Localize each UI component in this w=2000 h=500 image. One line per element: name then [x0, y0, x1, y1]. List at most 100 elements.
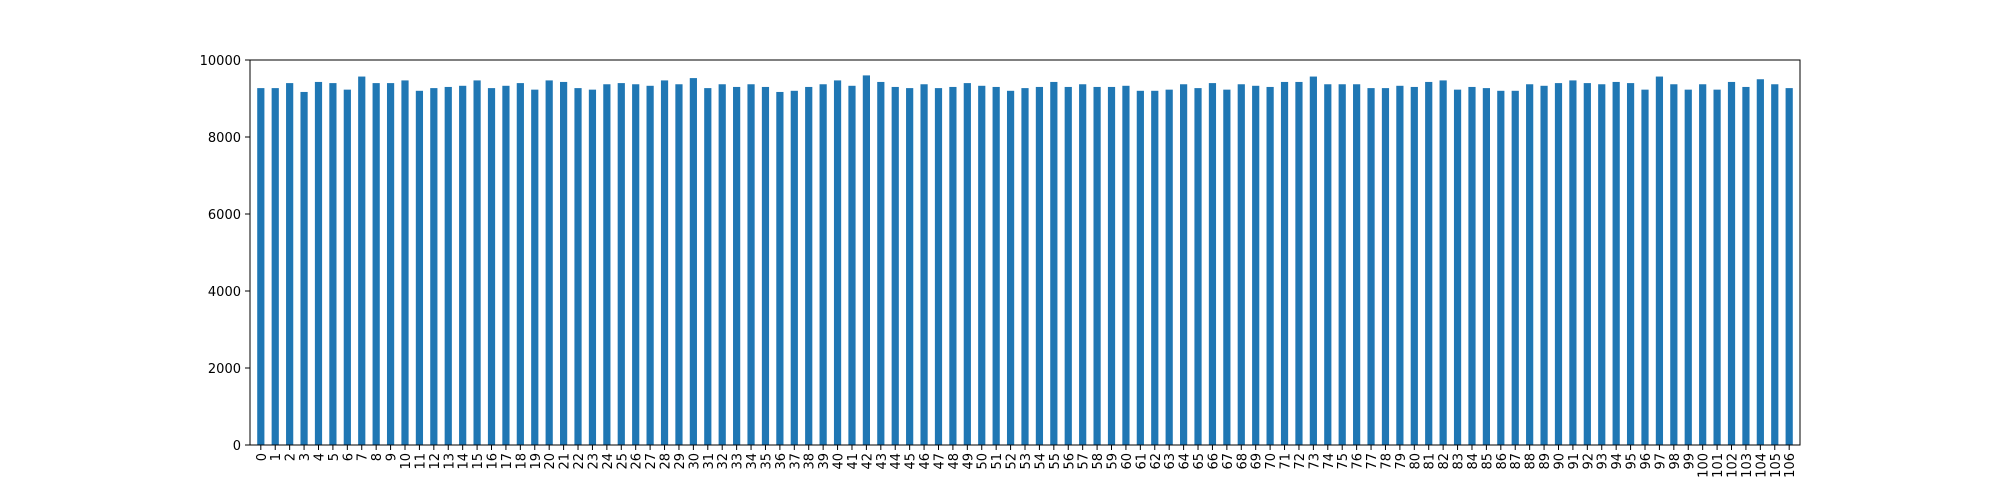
bar — [1367, 88, 1375, 445]
y-tick-label: 0 — [233, 439, 241, 454]
x-tick-label: 13 — [442, 453, 457, 470]
x-tick-label: 97 — [1653, 453, 1668, 470]
x-tick-label: 38 — [803, 453, 818, 470]
x-tick-label: 78 — [1379, 453, 1394, 470]
bar — [502, 85, 510, 446]
x-tick-label: 46 — [918, 453, 933, 470]
x-tick-label: 37 — [788, 453, 803, 470]
bar — [1425, 81, 1433, 445]
bar — [1280, 81, 1289, 445]
x-tick-label: 42 — [860, 453, 875, 470]
x-tick-label: 84 — [1466, 453, 1481, 470]
bar — [733, 86, 741, 445]
bar — [1526, 84, 1534, 445]
x-tick-label: 95 — [1625, 453, 1640, 470]
bar — [1107, 86, 1116, 445]
x-tick-label: 91 — [1567, 453, 1582, 470]
x-tick-label: 2 — [284, 453, 299, 461]
bar — [1093, 86, 1101, 445]
x-tick-label: 98 — [1668, 453, 1683, 470]
bar — [1785, 88, 1793, 445]
x-tick-label: 104 — [1754, 453, 1769, 478]
bar — [531, 89, 539, 446]
bar — [1035, 86, 1044, 445]
bar — [718, 84, 726, 445]
bar — [675, 84, 683, 445]
bar — [1208, 83, 1217, 445]
x-tick-label: 62 — [1149, 453, 1164, 470]
x-tick-label: 41 — [846, 453, 861, 470]
bar — [617, 83, 625, 445]
bar — [1324, 84, 1332, 445]
x-tick-label: 52 — [1005, 453, 1020, 470]
bar — [343, 89, 351, 446]
x-tick-label: 96 — [1639, 453, 1654, 470]
bar — [632, 84, 640, 445]
bar — [487, 88, 496, 445]
bar — [588, 89, 597, 446]
bar — [1136, 90, 1144, 446]
x-tick-label: 24 — [601, 453, 616, 470]
x-tick-label: 77 — [1365, 453, 1380, 470]
bar — [877, 81, 885, 445]
bar — [372, 83, 380, 445]
bar — [358, 76, 366, 446]
bar — [603, 84, 611, 445]
bar — [415, 90, 424, 446]
bar — [1511, 90, 1519, 446]
bar — [660, 80, 669, 445]
bar — [1295, 81, 1303, 445]
x-tick-label: 57 — [1077, 453, 1092, 470]
x-tick-label: 58 — [1091, 453, 1106, 470]
bar — [1396, 85, 1404, 446]
bar — [963, 83, 971, 445]
bar — [1612, 81, 1620, 445]
x-tick-label: 76 — [1351, 453, 1366, 470]
bar — [1194, 88, 1202, 445]
bar — [430, 88, 438, 445]
bar — [949, 86, 957, 445]
x-tick-label: 87 — [1509, 453, 1524, 470]
x-tick-label: 31 — [702, 453, 717, 470]
x-tick-label: 59 — [1106, 453, 1121, 470]
x-tick-label: 29 — [673, 453, 688, 470]
bar — [1064, 86, 1072, 445]
bar — [1006, 90, 1015, 446]
x-tick-label: 16 — [486, 453, 501, 470]
x-tick-label: 67 — [1221, 453, 1236, 470]
x-tick-label: 61 — [1134, 453, 1149, 470]
bar — [1540, 85, 1548, 446]
x-tick-label: 35 — [759, 453, 774, 470]
x-tick-label: 103 — [1740, 453, 1755, 478]
y-tick-label: 10000 — [200, 54, 241, 69]
x-tick-label: 99 — [1682, 453, 1697, 470]
x-tick-label: 1 — [269, 453, 284, 461]
x-tick-label: 102 — [1726, 453, 1741, 478]
x-tick-label: 73 — [1307, 453, 1322, 470]
x-tick-label: 9 — [385, 453, 400, 461]
bar — [819, 84, 827, 445]
bar — [891, 86, 899, 445]
bar — [1122, 85, 1130, 446]
x-tick-label: 4 — [312, 453, 327, 461]
bar — [516, 83, 524, 445]
bar — [1453, 89, 1462, 446]
bar — [1079, 84, 1087, 445]
bar — [1699, 84, 1707, 445]
x-tick-label: 32 — [716, 453, 731, 470]
bar — [1771, 84, 1779, 445]
x-tick-label: 60 — [1120, 453, 1135, 470]
bar — [1252, 85, 1260, 446]
bar — [1050, 81, 1058, 445]
bar — [1583, 83, 1591, 445]
y-tick-label: 8000 — [208, 131, 241, 146]
x-tick-label: 83 — [1452, 453, 1467, 470]
x-tick-label: 10 — [399, 453, 414, 470]
x-tick-label: 70 — [1264, 453, 1279, 470]
bar — [1309, 76, 1317, 446]
x-tick-label: 50 — [976, 453, 991, 470]
bar — [444, 86, 452, 445]
bar — [1655, 76, 1664, 446]
x-tick-label: 72 — [1293, 453, 1308, 470]
y-tick-label: 6000 — [208, 208, 241, 223]
